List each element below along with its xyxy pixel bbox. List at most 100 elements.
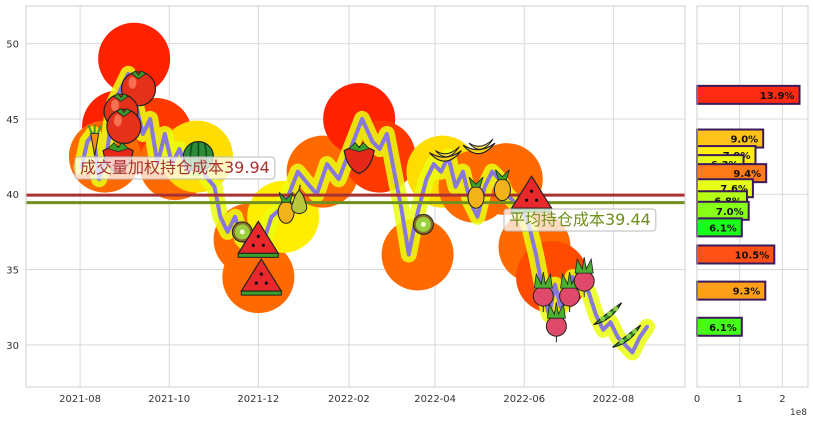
watermelon-seed: [256, 234, 260, 238]
strawberry-body: [343, 146, 375, 175]
banana-body: [428, 150, 462, 162]
volume-bar-label: 13.9%: [760, 91, 795, 102]
kiwi-core: [420, 221, 426, 227]
side-plot-border: [696, 5, 809, 388]
tomato-shine: [111, 99, 119, 112]
pineapple-body: [493, 178, 511, 202]
watermelon-rind: [240, 290, 282, 296]
apple-leaf: [116, 107, 132, 117]
y-tick-label: 45: [6, 115, 19, 126]
cost-label-group: 平均持仓成本39.44: [503, 208, 657, 232]
y-tick-label: 35: [6, 266, 19, 277]
banana-body: [435, 146, 460, 158]
radish-icon: [573, 257, 595, 298]
pea: [613, 306, 619, 312]
volume-bar-label: 10.5%: [735, 250, 770, 261]
watermelon-rind: [237, 252, 279, 258]
volume-bar-label: 7.0%: [716, 207, 744, 218]
pineapple-crown: [278, 192, 294, 203]
pear-body: [291, 189, 308, 215]
price-line: [79, 71, 649, 355]
radish-root: [559, 285, 581, 307]
y-tick-label: 30: [6, 341, 19, 352]
x-tick-label: 2022-08: [593, 394, 635, 405]
volume-bar-label: 7.6%: [720, 184, 748, 195]
cost-label-box: [74, 156, 276, 180]
banana-body: [468, 138, 494, 150]
pineapple-body: [467, 185, 485, 209]
cost-label: 成交量加权持仓成本39.94: [80, 158, 270, 177]
pea: [619, 338, 625, 344]
pineapple-crown: [495, 169, 510, 181]
cost-label-group: 成交量加权持仓成本39.94: [74, 156, 276, 180]
peas-icon: [593, 302, 623, 326]
x-tick-label: 2021-12: [237, 394, 279, 405]
pea: [626, 333, 632, 339]
strawberry-leaf: [348, 142, 370, 153]
volume-blob: [98, 22, 171, 95]
x-tick-label: 2022-02: [328, 394, 370, 405]
kiwi-icon: [412, 213, 434, 235]
radish-icon: [545, 302, 567, 343]
volume-bar-label: 6.1%: [709, 323, 737, 334]
kiwi-core: [239, 229, 245, 235]
tomato-leaf: [113, 92, 129, 102]
side-x-scale-label: 1e8: [790, 408, 807, 418]
watermelon-seed: [251, 243, 255, 247]
carrot-top: [87, 124, 102, 134]
banana-icon: [462, 138, 496, 155]
x-tick-label: 2021-08: [59, 394, 101, 405]
pea: [632, 328, 638, 334]
pineapple-crown: [468, 176, 484, 188]
radish-leaves: [574, 257, 594, 274]
volume-bar-label: 9.4%: [733, 169, 761, 180]
y-tick-label: 40: [6, 190, 19, 201]
watermelon-icon: [240, 257, 283, 296]
radish-root: [573, 270, 595, 292]
price-chart-panel: 成交量加权持仓成本39.94 平均持仓成本39.44 30 35 40 45 50 2021-…: [6, 5, 686, 405]
watermelon-seed: [259, 272, 263, 276]
pineapple-icon: [277, 192, 295, 224]
pineapple-icon: [467, 176, 485, 209]
banana-body: [462, 142, 496, 155]
volume-bar-label: 9.3%: [733, 287, 761, 298]
strawberry-leaf: [107, 142, 129, 153]
radish-leaves: [533, 272, 553, 289]
cost-label: 平均持仓成本39.44: [509, 210, 651, 229]
carrot-icon: [87, 124, 102, 156]
plot-border: [25, 5, 686, 388]
watermelon-seed: [264, 281, 268, 285]
peas-icon: [612, 324, 642, 348]
watermelon-seed: [530, 189, 534, 193]
y-tick-label: 50: [6, 40, 19, 51]
apple-icon: [106, 107, 142, 145]
pear-stem: [298, 184, 301, 190]
volume-distribution-panel: 13.9%9.0%7.9%6.3%9.4%7.6%6.8%7.0%6.1%10.…: [694, 5, 809, 418]
watermelon-seed: [525, 198, 529, 202]
tomato-leaf: [130, 70, 147, 80]
cost-label-box: [503, 208, 657, 232]
pea: [600, 316, 606, 322]
kiwi-icon: [231, 221, 253, 243]
radish-leaves: [546, 302, 566, 319]
volume-bar-label: 6.1%: [709, 223, 737, 234]
tomato-shine: [128, 76, 137, 89]
pear-icon: [291, 184, 308, 215]
side-x-tick-label: 0: [694, 394, 700, 405]
radish-icon: [559, 272, 581, 313]
pea: [607, 311, 613, 317]
apple-shine: [113, 114, 122, 127]
radish-root: [545, 315, 567, 337]
x-tick-label: 2022-04: [414, 394, 456, 405]
x-tick-label: 2021-10: [148, 394, 190, 405]
volume-bar-label: 9.0%: [730, 135, 758, 146]
strawberry-icon: [343, 142, 375, 175]
radish-icon: [532, 272, 554, 313]
banana-icon: [428, 146, 462, 162]
watermelon-seed: [261, 243, 265, 247]
watermelon-seed: [254, 281, 258, 285]
watermelon-icon: [237, 220, 280, 258]
x-tick-label: 2022-06: [503, 394, 545, 405]
pineapple-icon: [493, 169, 511, 202]
